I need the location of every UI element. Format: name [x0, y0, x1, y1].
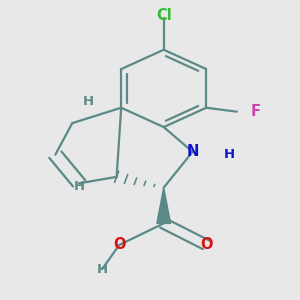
Text: H: H	[83, 95, 94, 108]
Text: H: H	[74, 180, 85, 194]
Text: F: F	[250, 104, 260, 119]
Text: Cl: Cl	[156, 8, 172, 23]
Text: H: H	[224, 148, 235, 161]
Polygon shape	[157, 188, 171, 224]
Text: H: H	[96, 263, 107, 276]
Text: N: N	[186, 144, 199, 159]
Text: O: O	[113, 237, 126, 252]
Text: O: O	[200, 237, 212, 252]
